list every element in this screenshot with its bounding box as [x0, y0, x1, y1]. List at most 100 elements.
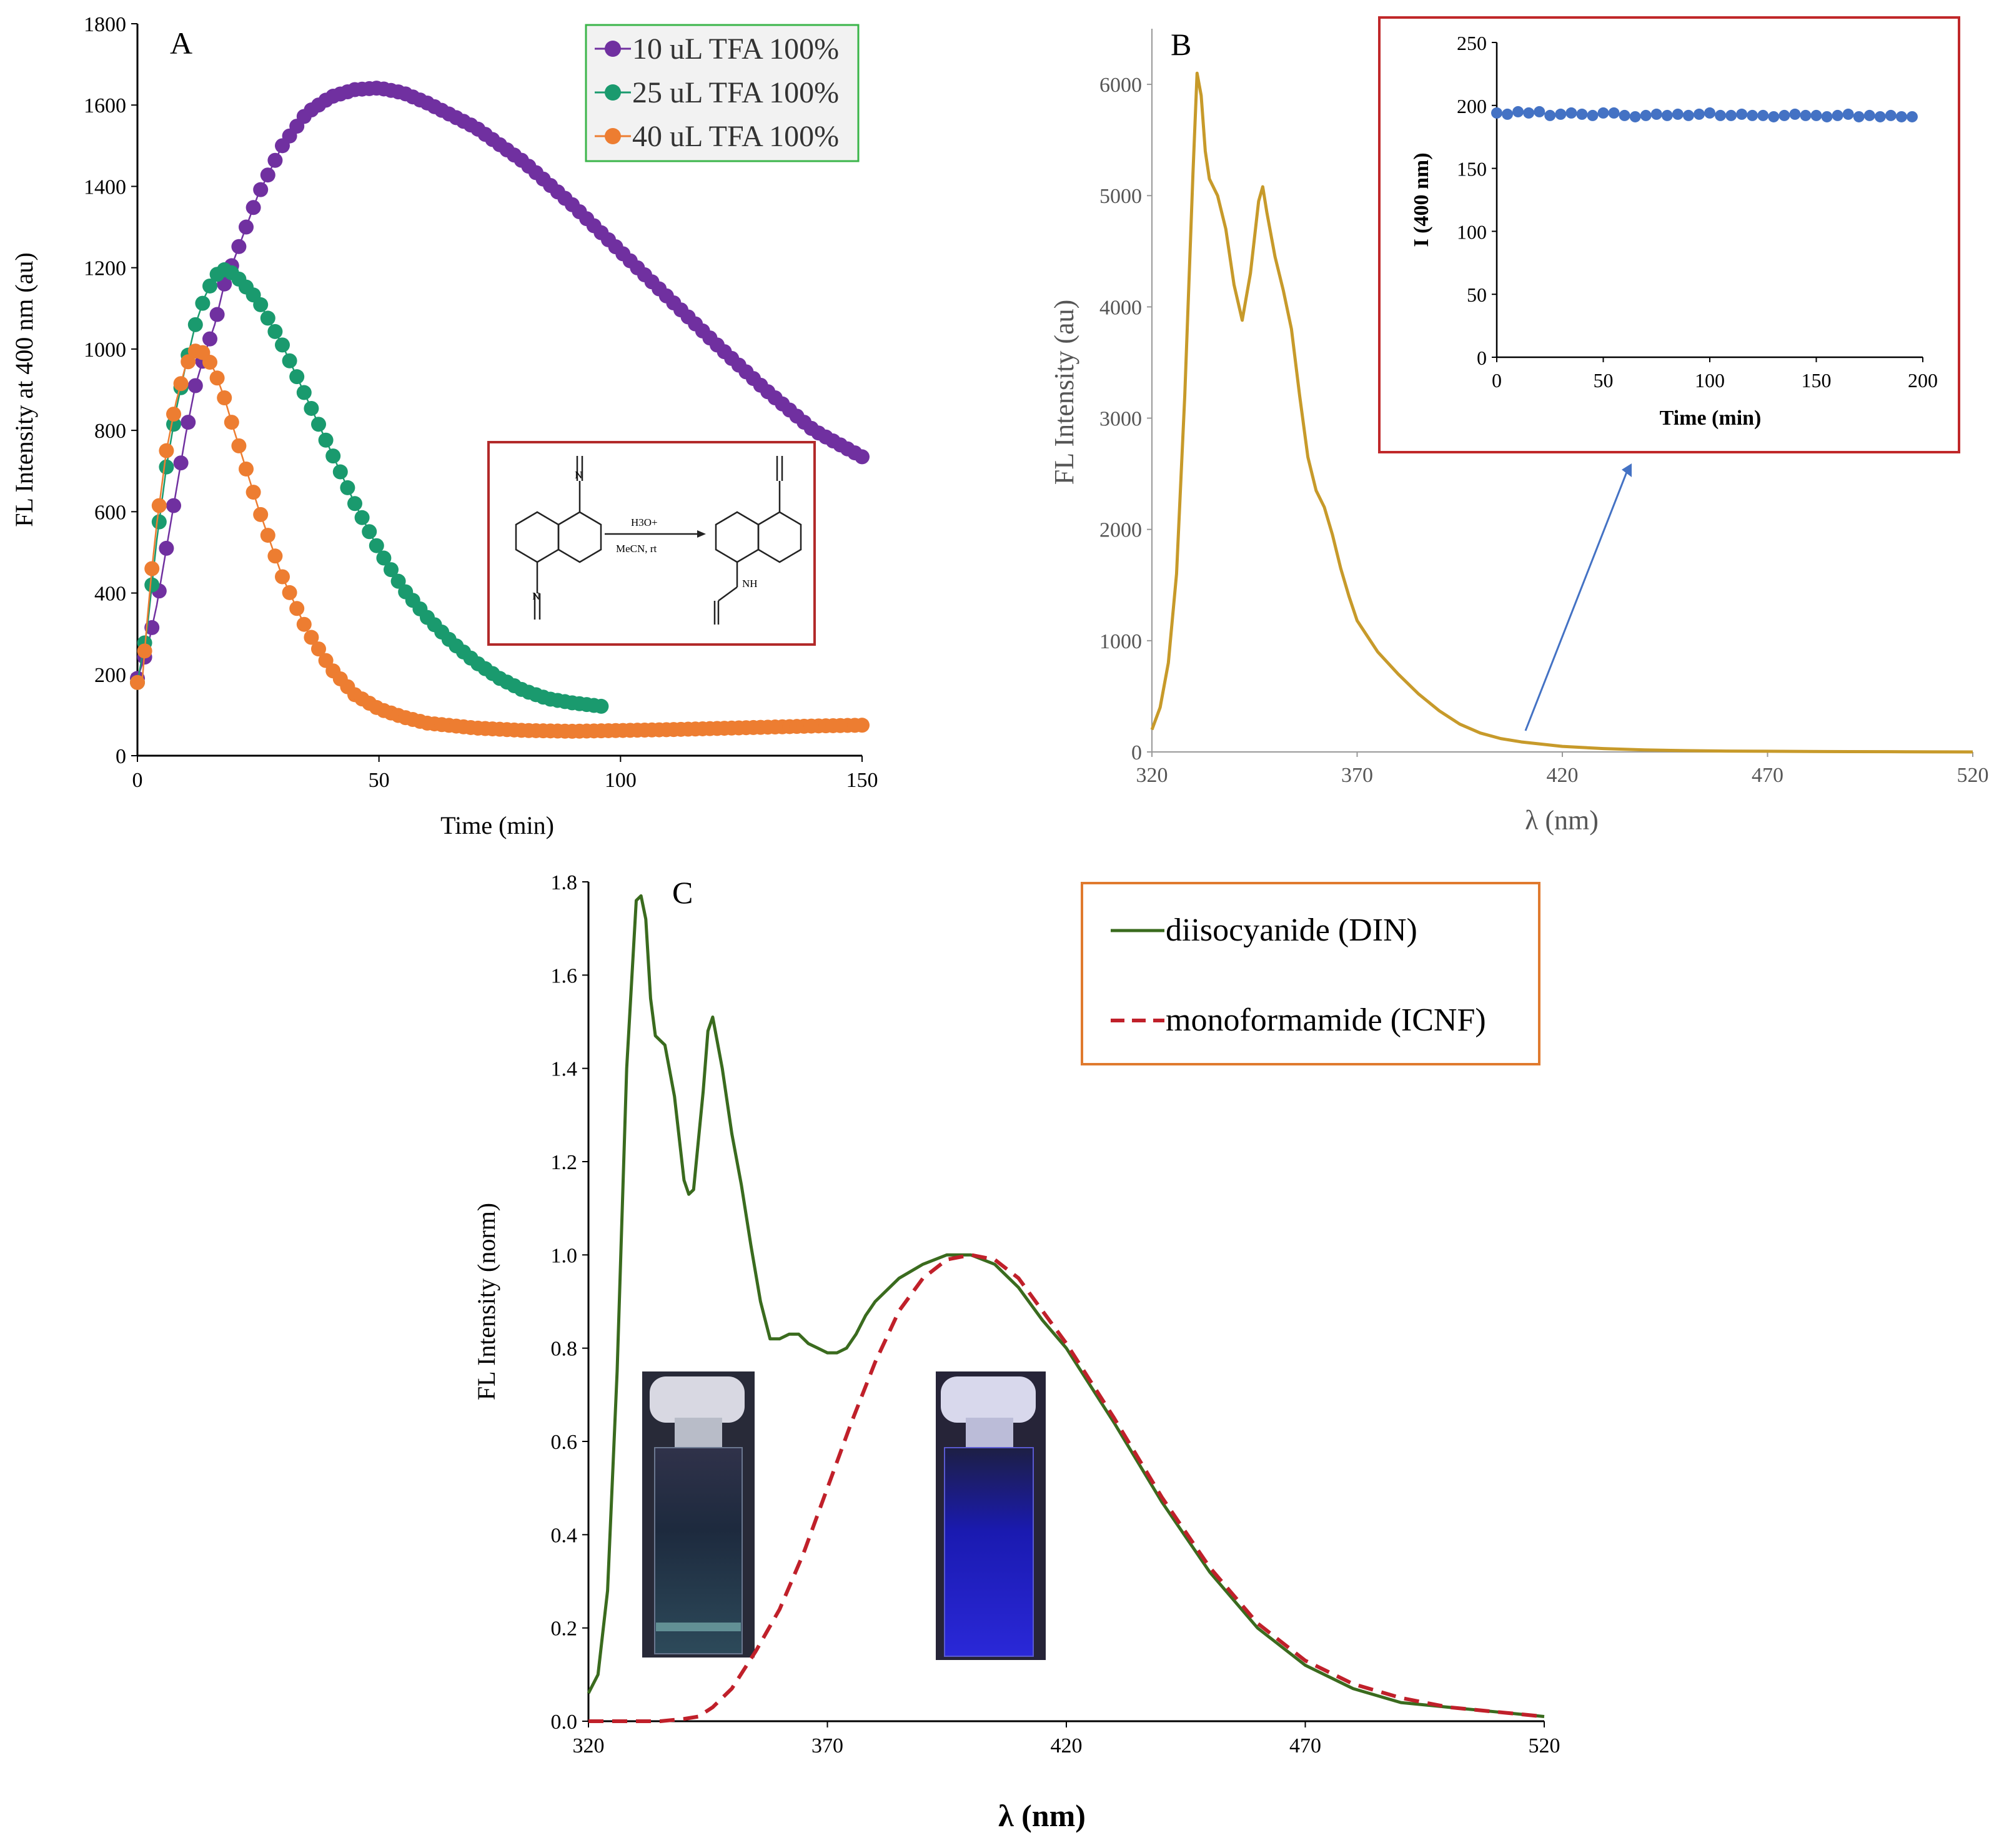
- n-plus-top: N: [575, 469, 582, 481]
- series-0: [130, 81, 870, 686]
- data-point: [296, 385, 312, 400]
- data-point: [130, 674, 145, 690]
- panel-b-inset-frame: [1378, 16, 1960, 453]
- inset-data-point: [1863, 109, 1875, 121]
- data-point: [390, 573, 406, 589]
- panel-a-y-ticks: 0 200 400 600 800 1000 1200 1400 1600 1800: [84, 13, 137, 768]
- panel-b-inset-y-tick-label: 200: [1457, 95, 1487, 117]
- data-point: [144, 561, 160, 576]
- inset-data-point: [1650, 108, 1662, 120]
- panel-b-x-label: λ (nm): [1525, 805, 1599, 836]
- panel-c-y-label: FL Intensity (norm): [472, 1203, 500, 1400]
- panel-b-inset-x-ticks: 0 50 100 150 200: [1492, 357, 1938, 392]
- inset-data-point: [1512, 106, 1524, 117]
- inset-data-point: [1800, 109, 1812, 121]
- inset-data-point: [1736, 108, 1748, 120]
- legend-marker-25ul: [605, 84, 621, 101]
- panel-b-inset-x-tick-label: 0: [1492, 369, 1502, 392]
- inset-data-point: [1789, 108, 1801, 120]
- panel-c-y-tick-label: 0.8: [551, 1338, 578, 1361]
- data-point: [593, 698, 609, 714]
- panel-c-legend: diisocyanide (DIN) monoformamide (ICNF): [1081, 882, 1540, 1065]
- data-point: [181, 354, 196, 370]
- panel-a-y-tick-label: 0: [116, 745, 126, 768]
- data-point: [231, 438, 247, 453]
- inset-data-point: [1597, 107, 1609, 119]
- data-point: [159, 540, 174, 556]
- panel-b-inset-x-tick-label: 150: [1802, 369, 1832, 392]
- inset-data-point: [1523, 107, 1535, 119]
- panel-b-y-tick-label: 1000: [1099, 630, 1142, 653]
- inset-data-point: [1629, 111, 1641, 122]
- inset-data-point: [1842, 108, 1854, 120]
- cuvette-photo-din: [642, 1371, 755, 1658]
- data-point: [195, 295, 211, 311]
- legend-40ul: 40 uL TFA 100%: [632, 120, 839, 153]
- inset-data-point: [1565, 107, 1577, 119]
- data-point: [362, 524, 377, 540]
- data-point: [159, 443, 174, 458]
- reagent-label: H3O+: [631, 516, 658, 528]
- data-point: [289, 369, 305, 385]
- data-point: [260, 528, 275, 543]
- data-point: [376, 550, 392, 566]
- panel-b-inset-y-tick-label: 0: [1477, 347, 1487, 369]
- panel-c-y-tick-label: 0.6: [551, 1431, 578, 1454]
- panel-c-y-tick-label: 1.6: [551, 964, 578, 987]
- panel-c-y-tick-label: 1.8: [551, 871, 578, 894]
- data-point: [340, 480, 355, 495]
- inset-data-point: [1544, 109, 1556, 121]
- inset-data-point: [1715, 109, 1727, 121]
- data-point: [173, 455, 189, 471]
- inset-data-point: [1661, 109, 1673, 121]
- data-point: [239, 219, 254, 235]
- panel-b-series: [1150, 71, 1973, 754]
- panel-b-y-ticks: 0 1000 2000 3000 4000 5000 6000: [1099, 74, 1152, 764]
- series-1: [130, 262, 609, 714]
- panel-b-x-tick-label: 320: [1136, 764, 1168, 787]
- inset-data-point: [1906, 111, 1918, 122]
- nh-label: NH: [742, 578, 758, 590]
- data-point: [325, 448, 341, 464]
- legend-marker-40ul: [605, 128, 621, 144]
- inset-data-point: [1672, 108, 1684, 120]
- monoformamide-structure: [713, 456, 802, 625]
- data-point: [231, 239, 247, 254]
- data-point: [209, 307, 225, 322]
- panel-a-x-label: Time (min): [440, 811, 554, 839]
- panel-c-x-tick-label: 420: [1051, 1734, 1083, 1757]
- inset-data-point: [1682, 109, 1694, 121]
- panel-a-y-tick-label: 1400: [84, 175, 126, 199]
- panel-a-x-tick-label: 50: [369, 769, 390, 792]
- panel-a-x-tick-label: 150: [846, 769, 878, 792]
- inset-data-point: [1832, 109, 1843, 121]
- panel-c-y-ticks: 0.0 0.2 0.4 0.6 0.8 1.0 1.2 1.4 1.6 1.8: [551, 871, 588, 1734]
- panel-c-x-ticks: 320 370 420 470 520: [573, 1721, 1560, 1757]
- data-point: [304, 400, 319, 416]
- panel-c-y-tick-label: 1.0: [551, 1244, 578, 1267]
- panel-c-x-tick-label: 470: [1289, 1734, 1321, 1757]
- panel-b-y-tick-label: 2000: [1099, 519, 1142, 542]
- legend-25ul: 25 uL TFA 100%: [632, 76, 839, 109]
- panel-c-y-tick-label: 0.0: [551, 1711, 578, 1734]
- din-spectrum-line: [587, 894, 1545, 1719]
- inset-data-point: [1895, 111, 1907, 122]
- data-point: [224, 415, 239, 430]
- panel-b-y-tick-label: 3000: [1099, 408, 1142, 431]
- panel-a-y-tick-label: 1200: [84, 257, 126, 280]
- panel-a-axes: [136, 24, 862, 757]
- inset-data-point: [1757, 109, 1769, 121]
- data-point: [296, 616, 312, 632]
- panel-b-label: B: [1171, 27, 1191, 62]
- data-point: [144, 577, 160, 593]
- data-point: [253, 506, 269, 522]
- n-plus-bottom: N: [532, 590, 540, 602]
- icnf-spectrum-line: [588, 1253, 1545, 1723]
- panel-c: 0.0 0.2 0.4 0.6 0.8 1.0 1.2 1.4 1.6 1.8 320 370 420…: [472, 871, 1560, 1833]
- panel-c-x-tick-label: 370: [811, 1734, 843, 1757]
- data-point: [354, 510, 370, 525]
- data-point: [318, 432, 334, 448]
- panel-b-x-tick-label: 470: [1752, 764, 1783, 787]
- data-point: [202, 331, 217, 347]
